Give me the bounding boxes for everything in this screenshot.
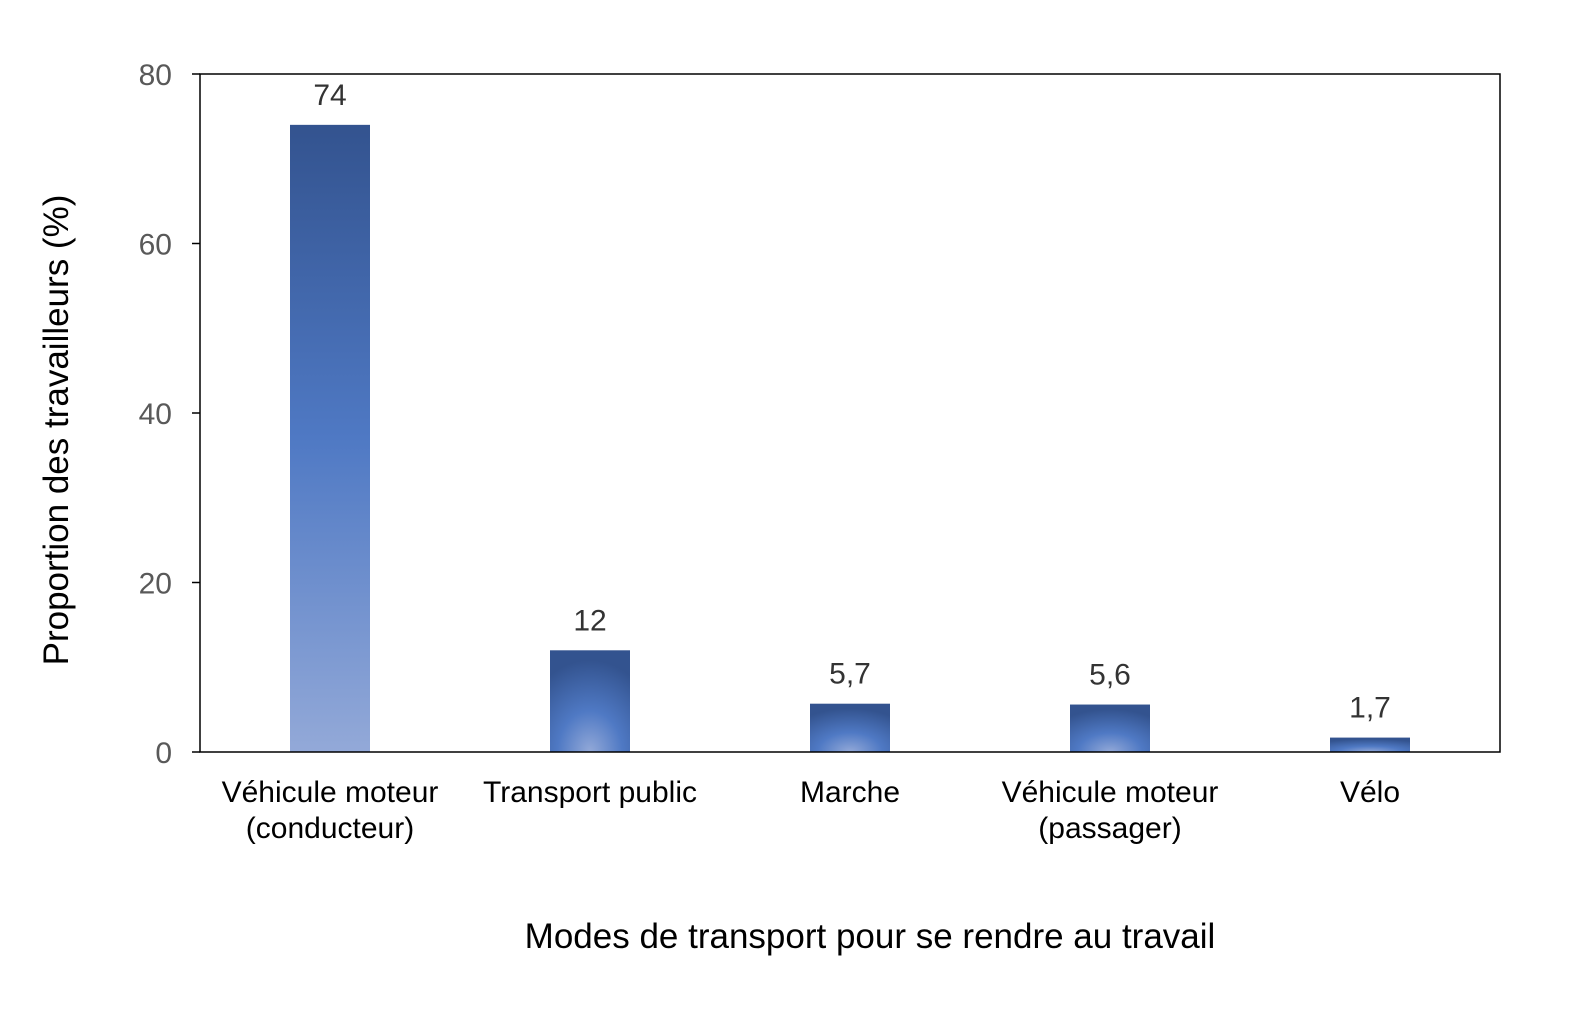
bar-value-label: 5,6 [1089,659,1131,692]
y-tick-label: 60 [139,229,172,262]
bar-value-label: 74 [313,79,346,112]
y-axis-title: Proportion des travailleurs (%) [37,195,76,666]
category-label-line: Véhicule moteur [222,776,439,809]
data-labels: 74 12 5,7 5,6 1,7 [313,79,1391,725]
category-label: Vélo [1340,776,1400,809]
category-label: Véhicule moteur(conducteur) [222,776,439,845]
y-tick-label: 80 [139,59,172,92]
y-tick-label: 20 [139,568,172,601]
bar-value-label: 1,7 [1349,692,1391,725]
category-label: Marche [800,776,900,809]
bar-value-label: 12 [573,604,606,637]
bar-chart: 020406080 74125,75,61,7 Véhicule moteur(… [0,0,1584,1028]
y-axis-ticks: 0 20 40 60 80 [139,59,200,770]
category-label-line: (passager) [1038,812,1181,845]
category-label-line: Transport public [483,776,697,809]
bar [550,650,630,752]
category-label-line: Marche [800,776,900,809]
y-tick-label: 0 [155,737,172,770]
y-tick-label: 40 [139,398,172,431]
category-label-line: Véhicule moteur [1002,776,1219,809]
category-label-line: Vélo [1340,776,1400,809]
bar-value-label: 5,7 [829,658,871,691]
bar [1070,705,1150,752]
category-label-line: (conducteur) [246,812,414,845]
x-axis-title: Modes de transport pour se rendre au tra… [525,917,1216,956]
category-labels: Véhicule moteur(conducteur)Transport pub… [222,776,1400,845]
bar [1330,738,1410,752]
category-label: Véhicule moteur(passager) [1002,776,1219,845]
category-label: Transport public [483,776,697,809]
plot-area-frame [200,74,1500,752]
bar [810,704,890,752]
bar [290,125,370,752]
